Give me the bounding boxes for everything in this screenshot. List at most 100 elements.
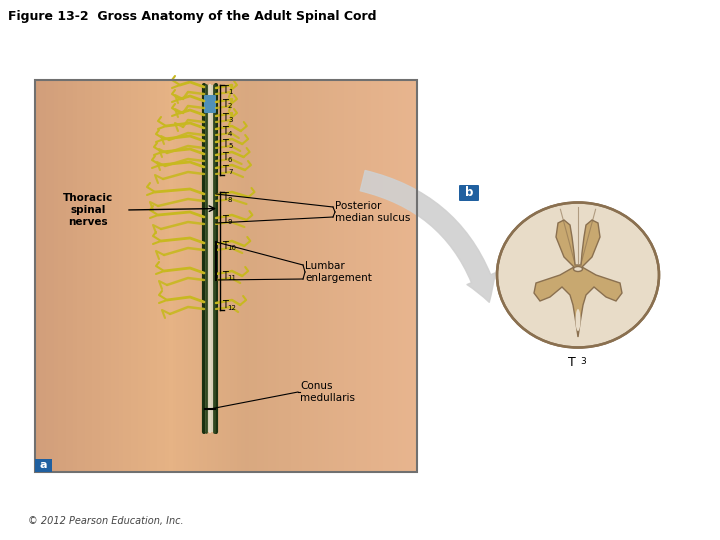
- Bar: [283, 80, 288, 472]
- Text: T: T: [222, 165, 228, 175]
- FancyArrowPatch shape: [360, 171, 495, 302]
- Bar: [306, 80, 311, 472]
- Bar: [291, 80, 296, 472]
- Bar: [199, 80, 204, 472]
- Text: Conus
medullaris: Conus medullaris: [300, 381, 355, 403]
- Text: 10: 10: [227, 246, 236, 252]
- Bar: [157, 80, 162, 472]
- Text: T: T: [222, 271, 228, 281]
- Bar: [119, 80, 124, 472]
- Bar: [279, 80, 284, 472]
- Bar: [413, 80, 418, 472]
- Bar: [73, 80, 78, 472]
- Bar: [112, 80, 116, 472]
- Bar: [294, 80, 300, 472]
- Bar: [352, 80, 357, 472]
- Text: 1: 1: [228, 90, 233, 96]
- Bar: [35, 80, 40, 472]
- Bar: [249, 80, 253, 472]
- Bar: [142, 80, 147, 472]
- Ellipse shape: [497, 202, 659, 348]
- Bar: [104, 80, 109, 472]
- Text: T: T: [222, 215, 228, 225]
- Bar: [184, 80, 189, 472]
- Ellipse shape: [574, 267, 582, 272]
- Bar: [390, 80, 395, 472]
- Polygon shape: [534, 220, 622, 337]
- Bar: [130, 80, 135, 472]
- Bar: [360, 80, 364, 472]
- Bar: [410, 80, 414, 472]
- Text: Figure 13-2  Gross Anatomy of the Adult Spinal Cord: Figure 13-2 Gross Anatomy of the Adult S…: [8, 10, 377, 23]
- Bar: [153, 80, 158, 472]
- Text: 5: 5: [228, 144, 233, 150]
- Bar: [402, 80, 407, 472]
- Bar: [245, 80, 250, 472]
- Bar: [66, 80, 71, 472]
- Bar: [195, 80, 200, 472]
- Bar: [54, 80, 59, 472]
- Bar: [375, 80, 380, 472]
- Bar: [215, 80, 220, 472]
- Bar: [276, 80, 281, 472]
- Text: 3: 3: [580, 357, 586, 366]
- Bar: [394, 80, 399, 472]
- Bar: [207, 80, 212, 472]
- FancyBboxPatch shape: [35, 459, 52, 472]
- Bar: [318, 80, 323, 472]
- Bar: [325, 80, 330, 472]
- Bar: [382, 80, 387, 472]
- Bar: [405, 80, 410, 472]
- Text: 2: 2: [228, 104, 233, 110]
- Bar: [85, 80, 89, 472]
- Bar: [161, 80, 166, 472]
- Bar: [127, 80, 132, 472]
- Bar: [322, 80, 326, 472]
- Bar: [62, 80, 66, 472]
- Text: T: T: [222, 192, 228, 202]
- Bar: [238, 80, 242, 472]
- Bar: [329, 80, 334, 472]
- Bar: [150, 80, 154, 472]
- Bar: [367, 80, 372, 472]
- Bar: [138, 80, 143, 472]
- Bar: [203, 80, 208, 472]
- Bar: [96, 80, 101, 472]
- Bar: [35, 80, 417, 472]
- Bar: [173, 80, 177, 472]
- Text: © 2012 Pearson Education, Inc.: © 2012 Pearson Education, Inc.: [28, 516, 184, 526]
- Text: b: b: [465, 186, 473, 199]
- Text: T: T: [222, 139, 228, 149]
- Bar: [314, 80, 319, 472]
- Text: T: T: [222, 152, 228, 162]
- Text: 4: 4: [228, 131, 233, 137]
- Text: a: a: [40, 461, 48, 470]
- Bar: [287, 80, 292, 472]
- Text: 11: 11: [227, 275, 236, 281]
- Text: 7: 7: [228, 170, 233, 176]
- Bar: [256, 80, 261, 472]
- Bar: [89, 80, 94, 472]
- Bar: [337, 80, 341, 472]
- Bar: [230, 80, 235, 472]
- Bar: [81, 80, 86, 472]
- Bar: [123, 80, 127, 472]
- Bar: [77, 80, 82, 472]
- Text: Posterior
median sulcus: Posterior median sulcus: [335, 201, 410, 223]
- Bar: [302, 80, 307, 472]
- Text: T: T: [222, 113, 228, 123]
- Text: T: T: [222, 300, 228, 310]
- Text: 6: 6: [228, 157, 233, 163]
- Bar: [226, 80, 231, 472]
- Text: 9: 9: [228, 219, 233, 226]
- Bar: [299, 80, 303, 472]
- Bar: [39, 80, 44, 472]
- Text: T: T: [222, 85, 228, 95]
- Bar: [344, 80, 349, 472]
- FancyBboxPatch shape: [204, 95, 216, 113]
- Bar: [356, 80, 361, 472]
- Text: T: T: [222, 126, 228, 136]
- Bar: [176, 80, 181, 472]
- Bar: [47, 80, 51, 472]
- Bar: [310, 80, 315, 472]
